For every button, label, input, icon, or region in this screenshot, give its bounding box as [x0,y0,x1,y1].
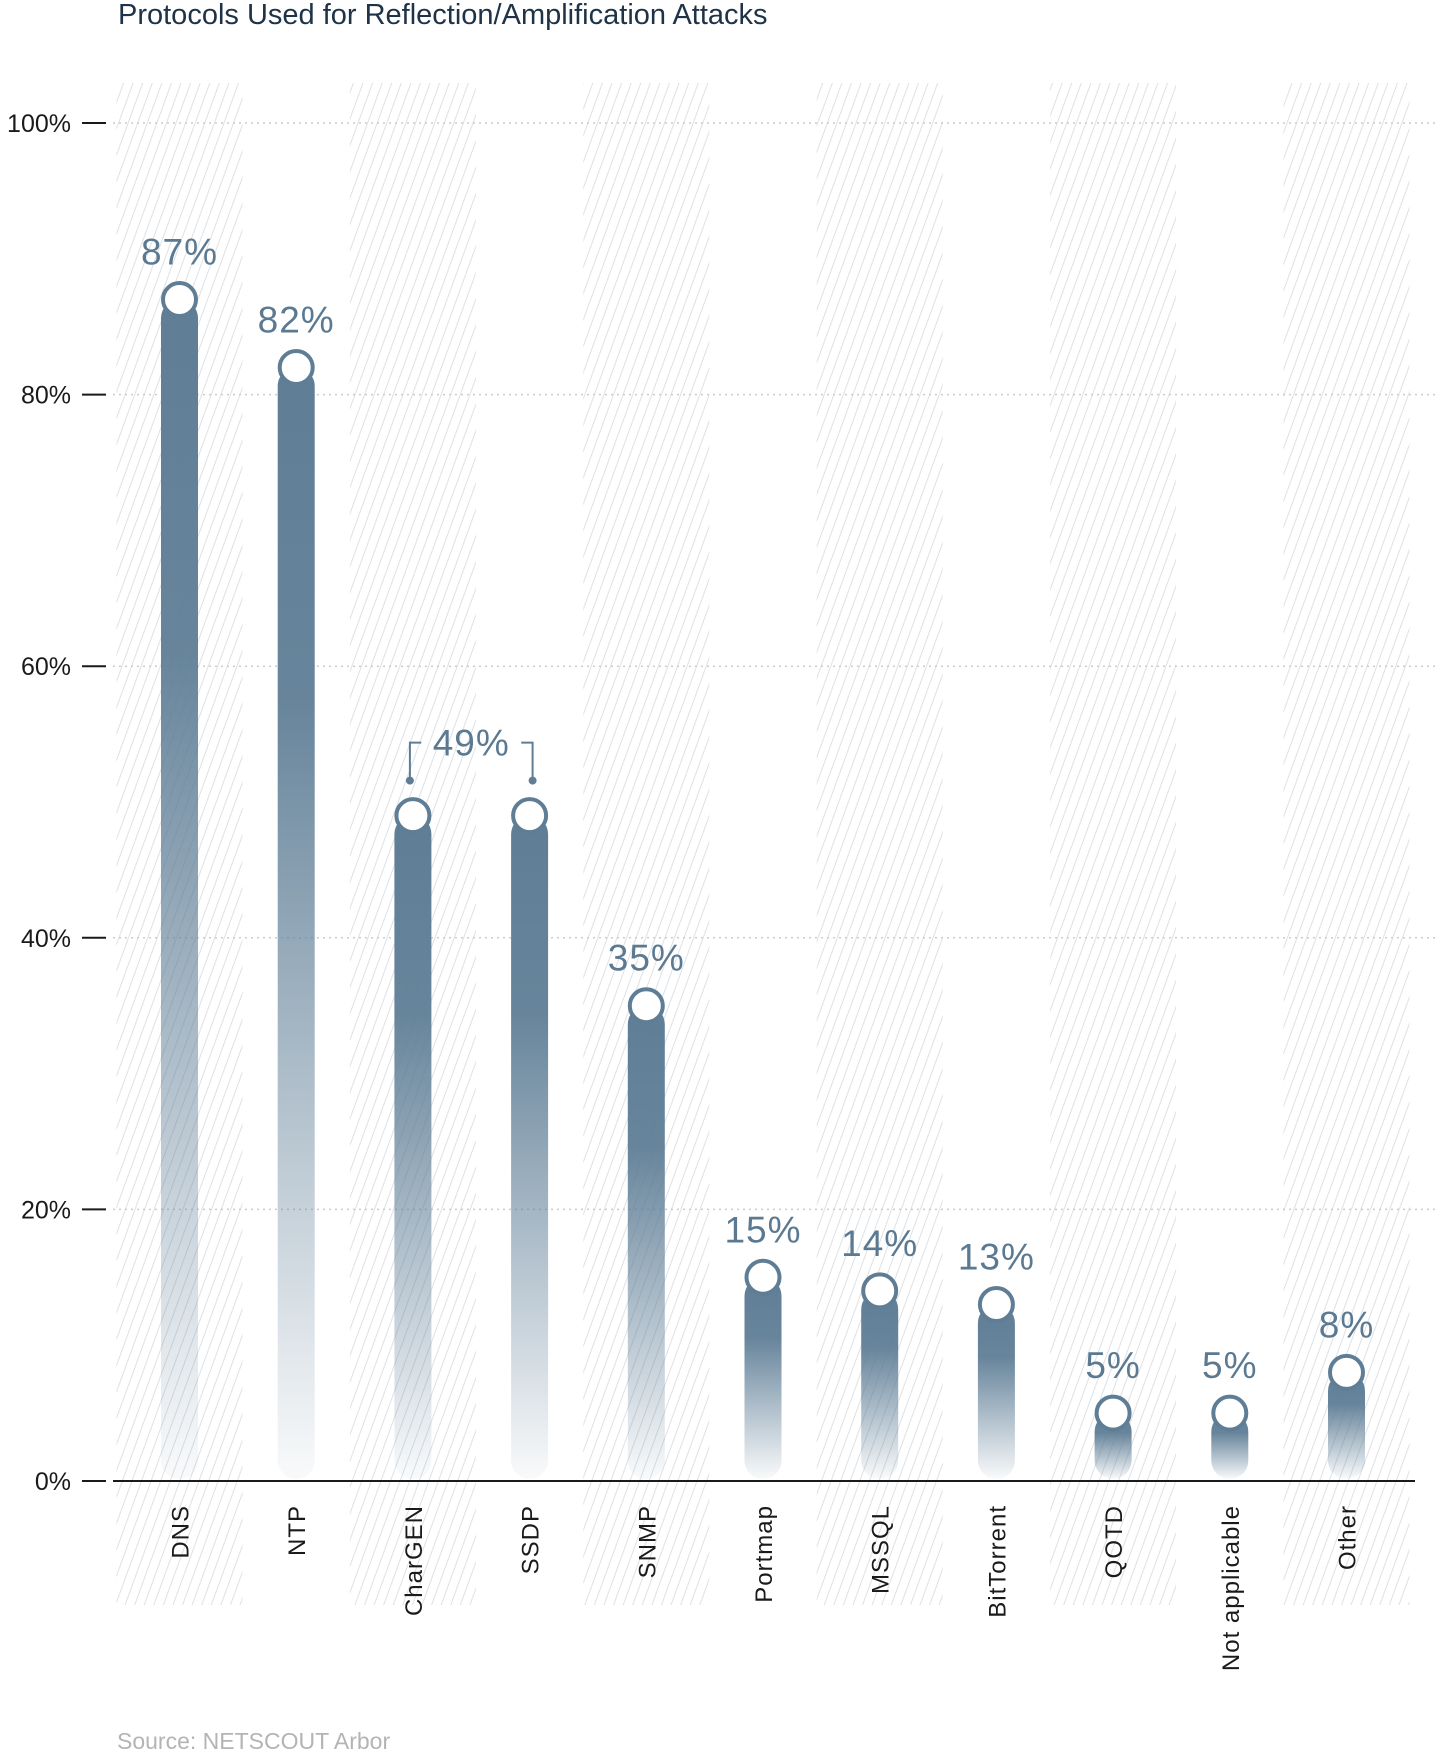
category-label: QOTD [1101,1505,1128,1578]
value-label: 15% [724,1209,801,1250]
bars [161,281,1365,1480]
bar-chargen [394,815,432,1479]
category-label: SSDP [518,1505,545,1574]
value-label: 87% [141,232,218,273]
bar-marker [744,1258,782,1296]
bar-mssql [861,1290,899,1479]
chart-source: Source: NETSCOUT Arbor [117,1728,390,1751]
category-label: SNMP [634,1505,661,1578]
value-label: 35% [608,938,685,979]
category-label: NTP [284,1505,311,1556]
category-label: BitTorrent [984,1505,1011,1618]
bar-portmap [744,1277,782,1479]
bar-marker [977,1285,1015,1323]
gridlines [82,122,1438,1482]
bar-bittorrent [977,1304,1015,1479]
bracket-left [408,741,422,781]
column-band [1050,83,1177,1605]
category-label: DNS [168,1505,195,1559]
bar-marker [1211,1394,1249,1432]
bar-marker [161,281,198,319]
category-label: MSSQL [868,1505,895,1594]
bar-ssdp [511,815,549,1479]
bar-marker [1328,1353,1365,1391]
category-label: Not applicable [1218,1505,1245,1671]
bracket-right [521,741,534,781]
column-bands [116,83,1410,1605]
bar-qotd [1094,1413,1132,1479]
value-label: 5% [1202,1345,1257,1386]
column-band [1283,83,1410,1605]
labels: 0% 20% 40% 60% 80% 100% 87% DNS 82% NTP 49% CharGEN… [7,110,1374,1671]
y-tick-label: 40% [21,925,71,953]
value-label: 49% [433,723,510,764]
chart-title: Protocols Used for Reflection/Amplificat… [118,0,768,31]
bracket-dot [405,776,414,785]
y-tick-label: 20% [21,1196,71,1224]
value-label: 14% [841,1223,918,1264]
bar-marker [627,987,665,1025]
bracket-dot [528,776,537,785]
value-label: 13% [958,1236,1035,1277]
bar-not-applicable [1211,1413,1249,1479]
bar-marker [277,348,315,386]
category-label: CharGEN [401,1505,428,1616]
bar-other [1328,1372,1365,1479]
bar-marker [1094,1394,1132,1432]
value-label: 8% [1319,1304,1374,1345]
value-label: 82% [258,299,335,340]
bar-marker [511,797,549,835]
y-tick-label: 60% [21,653,71,681]
y-tick-label: 80% [21,382,71,410]
category-label: Portmap [751,1505,778,1603]
bar-dns [161,299,198,1479]
y-tick-label: 100% [7,110,71,138]
bar-snmp [627,1005,665,1479]
category-label: Other [1335,1505,1362,1570]
bar-ntp [277,367,315,1480]
value-label: 5% [1085,1345,1140,1386]
y-tick-label: 0% [35,1468,71,1496]
bar-marker [394,797,432,835]
bar-marker [861,1272,899,1310]
